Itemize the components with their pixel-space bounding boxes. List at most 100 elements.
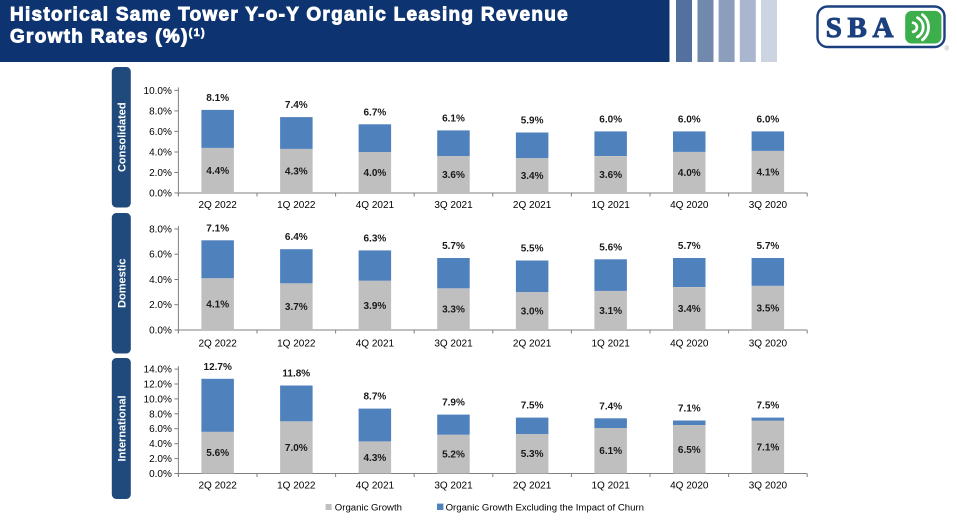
svg-text:3.9%: 3.9%	[364, 301, 387, 312]
svg-text:International: International	[116, 395, 128, 461]
svg-text:4.3%: 4.3%	[285, 166, 308, 177]
svg-text:6.0%: 6.0%	[149, 127, 172, 138]
svg-text:6.0%: 6.0%	[678, 114, 701, 125]
svg-text:6.4%: 6.4%	[285, 232, 308, 243]
svg-text:4Q 2020: 4Q 2020	[670, 200, 709, 211]
svg-text:4Q 2021: 4Q 2021	[356, 339, 395, 350]
svg-text:1Q 2021: 1Q 2021	[592, 339, 631, 350]
svg-text:Growth Rates (%)(1): Growth Rates (%)(1)	[10, 27, 206, 48]
svg-text:4.1%: 4.1%	[206, 300, 229, 311]
svg-text:5.9%: 5.9%	[521, 116, 544, 127]
svg-text:4.0%: 4.0%	[364, 168, 387, 179]
svg-text:0.0%: 0.0%	[149, 469, 172, 480]
svg-text:5.6%: 5.6%	[206, 448, 229, 459]
svg-text:3.6%: 3.6%	[442, 170, 465, 181]
svg-text:1Q 2022: 1Q 2022	[277, 200, 316, 211]
svg-text:5.7%: 5.7%	[678, 241, 701, 252]
svg-text:4.1%: 4.1%	[757, 168, 780, 179]
svg-text:5.7%: 5.7%	[757, 241, 780, 252]
svg-text:®: ®	[945, 46, 950, 53]
svg-text:7.4%: 7.4%	[599, 401, 622, 412]
svg-text:1Q 2022: 1Q 2022	[277, 339, 316, 350]
svg-text:8.0%: 8.0%	[149, 225, 172, 236]
svg-text:Organic Growth: Organic Growth	[335, 502, 402, 513]
svg-text:6.1%: 6.1%	[442, 113, 465, 124]
svg-text:8.0%: 8.0%	[149, 106, 172, 117]
svg-text:4.0%: 4.0%	[149, 439, 172, 450]
svg-text:8.0%: 8.0%	[149, 409, 172, 420]
svg-text:14.0%: 14.0%	[144, 365, 172, 376]
svg-text:8.1%: 8.1%	[206, 93, 229, 104]
svg-text:6.7%: 6.7%	[364, 107, 387, 118]
svg-text:5.3%: 5.3%	[521, 449, 544, 460]
svg-text:1Q 2021: 1Q 2021	[592, 200, 631, 211]
svg-text:5.5%: 5.5%	[521, 244, 544, 255]
svg-text:5.2%: 5.2%	[442, 450, 465, 461]
svg-text:6.3%: 6.3%	[364, 233, 387, 244]
svg-text:6.0%: 6.0%	[149, 250, 172, 261]
svg-text:Historical Same Tower Y-o-Y Or: Historical Same Tower Y-o-Y Organic Leas…	[10, 5, 569, 26]
svg-text:8.7%: 8.7%	[364, 392, 387, 403]
svg-text:3.3%: 3.3%	[442, 305, 465, 316]
svg-text:7.4%: 7.4%	[285, 100, 308, 111]
svg-text:4.0%: 4.0%	[149, 275, 172, 286]
svg-text:10.0%: 10.0%	[144, 394, 172, 405]
svg-text:2Q 2021: 2Q 2021	[513, 339, 552, 350]
svg-text:3.5%: 3.5%	[757, 303, 780, 314]
svg-text:3Q 2021: 3Q 2021	[434, 339, 473, 350]
svg-text:3.1%: 3.1%	[599, 306, 622, 317]
svg-text:7.9%: 7.9%	[442, 398, 465, 409]
svg-text:4Q 2021: 4Q 2021	[356, 481, 395, 492]
svg-text:12.0%: 12.0%	[144, 380, 172, 391]
svg-text:2Q 2022: 2Q 2022	[199, 200, 238, 211]
svg-text:3Q 2020: 3Q 2020	[749, 481, 788, 492]
svg-text:2.0%: 2.0%	[149, 300, 172, 311]
svg-text:4Q 2020: 4Q 2020	[670, 481, 709, 492]
svg-text:6.5%: 6.5%	[678, 445, 701, 456]
svg-text:3.4%: 3.4%	[678, 304, 701, 315]
svg-text:3.6%: 3.6%	[599, 170, 622, 181]
svg-text:7.5%: 7.5%	[757, 401, 780, 412]
svg-text:10.0%: 10.0%	[144, 86, 172, 97]
svg-text:6.0%: 6.0%	[149, 424, 172, 435]
svg-text:2Q 2021: 2Q 2021	[513, 481, 552, 492]
svg-text:4.3%: 4.3%	[364, 453, 387, 464]
svg-text:1Q 2022: 1Q 2022	[277, 481, 316, 492]
svg-text:SBA: SBA	[826, 12, 899, 44]
svg-text:7.1%: 7.1%	[678, 404, 701, 415]
svg-text:7.5%: 7.5%	[521, 401, 544, 412]
svg-text:7.1%: 7.1%	[206, 223, 229, 234]
svg-text:3Q 2020: 3Q 2020	[749, 200, 788, 211]
svg-text:6.0%: 6.0%	[599, 114, 622, 125]
svg-text:11.8%: 11.8%	[282, 369, 310, 380]
svg-text:Domestic: Domestic	[116, 258, 128, 308]
svg-text:2Q 2021: 2Q 2021	[513, 200, 552, 211]
svg-text:5.6%: 5.6%	[599, 242, 622, 253]
svg-text:3.4%: 3.4%	[521, 171, 544, 182]
svg-text:4Q 2020: 4Q 2020	[670, 339, 709, 350]
svg-text:4.0%: 4.0%	[678, 168, 701, 179]
svg-text:0.0%: 0.0%	[149, 326, 172, 337]
svg-text:3.0%: 3.0%	[521, 307, 544, 318]
svg-text:7.0%: 7.0%	[285, 443, 308, 454]
svg-text:0.0%: 0.0%	[149, 189, 172, 200]
svg-text:3Q 2020: 3Q 2020	[749, 339, 788, 350]
svg-text:7.1%: 7.1%	[757, 443, 780, 454]
svg-text:4.4%: 4.4%	[206, 166, 229, 177]
svg-text:3Q 2021: 3Q 2021	[434, 481, 473, 492]
svg-text:2.0%: 2.0%	[149, 454, 172, 465]
svg-text:2Q 2022: 2Q 2022	[199, 339, 238, 350]
svg-text:2Q 2022: 2Q 2022	[199, 481, 238, 492]
svg-text:5.7%: 5.7%	[442, 241, 465, 252]
svg-text:6.1%: 6.1%	[599, 446, 622, 457]
svg-text:Organic Growth Excluding the I: Organic Growth Excluding the Impact of C…	[446, 502, 644, 513]
svg-text:3Q 2021: 3Q 2021	[434, 200, 473, 211]
svg-text:1Q 2021: 1Q 2021	[592, 481, 631, 492]
svg-text:4.0%: 4.0%	[149, 148, 172, 159]
svg-text:4Q 2021: 4Q 2021	[356, 200, 395, 211]
svg-text:12.7%: 12.7%	[204, 362, 232, 373]
svg-text:6.0%: 6.0%	[757, 114, 780, 125]
svg-text:3.7%: 3.7%	[285, 302, 308, 313]
svg-text:Consolidated: Consolidated	[116, 102, 128, 172]
svg-text:2.0%: 2.0%	[149, 168, 172, 179]
